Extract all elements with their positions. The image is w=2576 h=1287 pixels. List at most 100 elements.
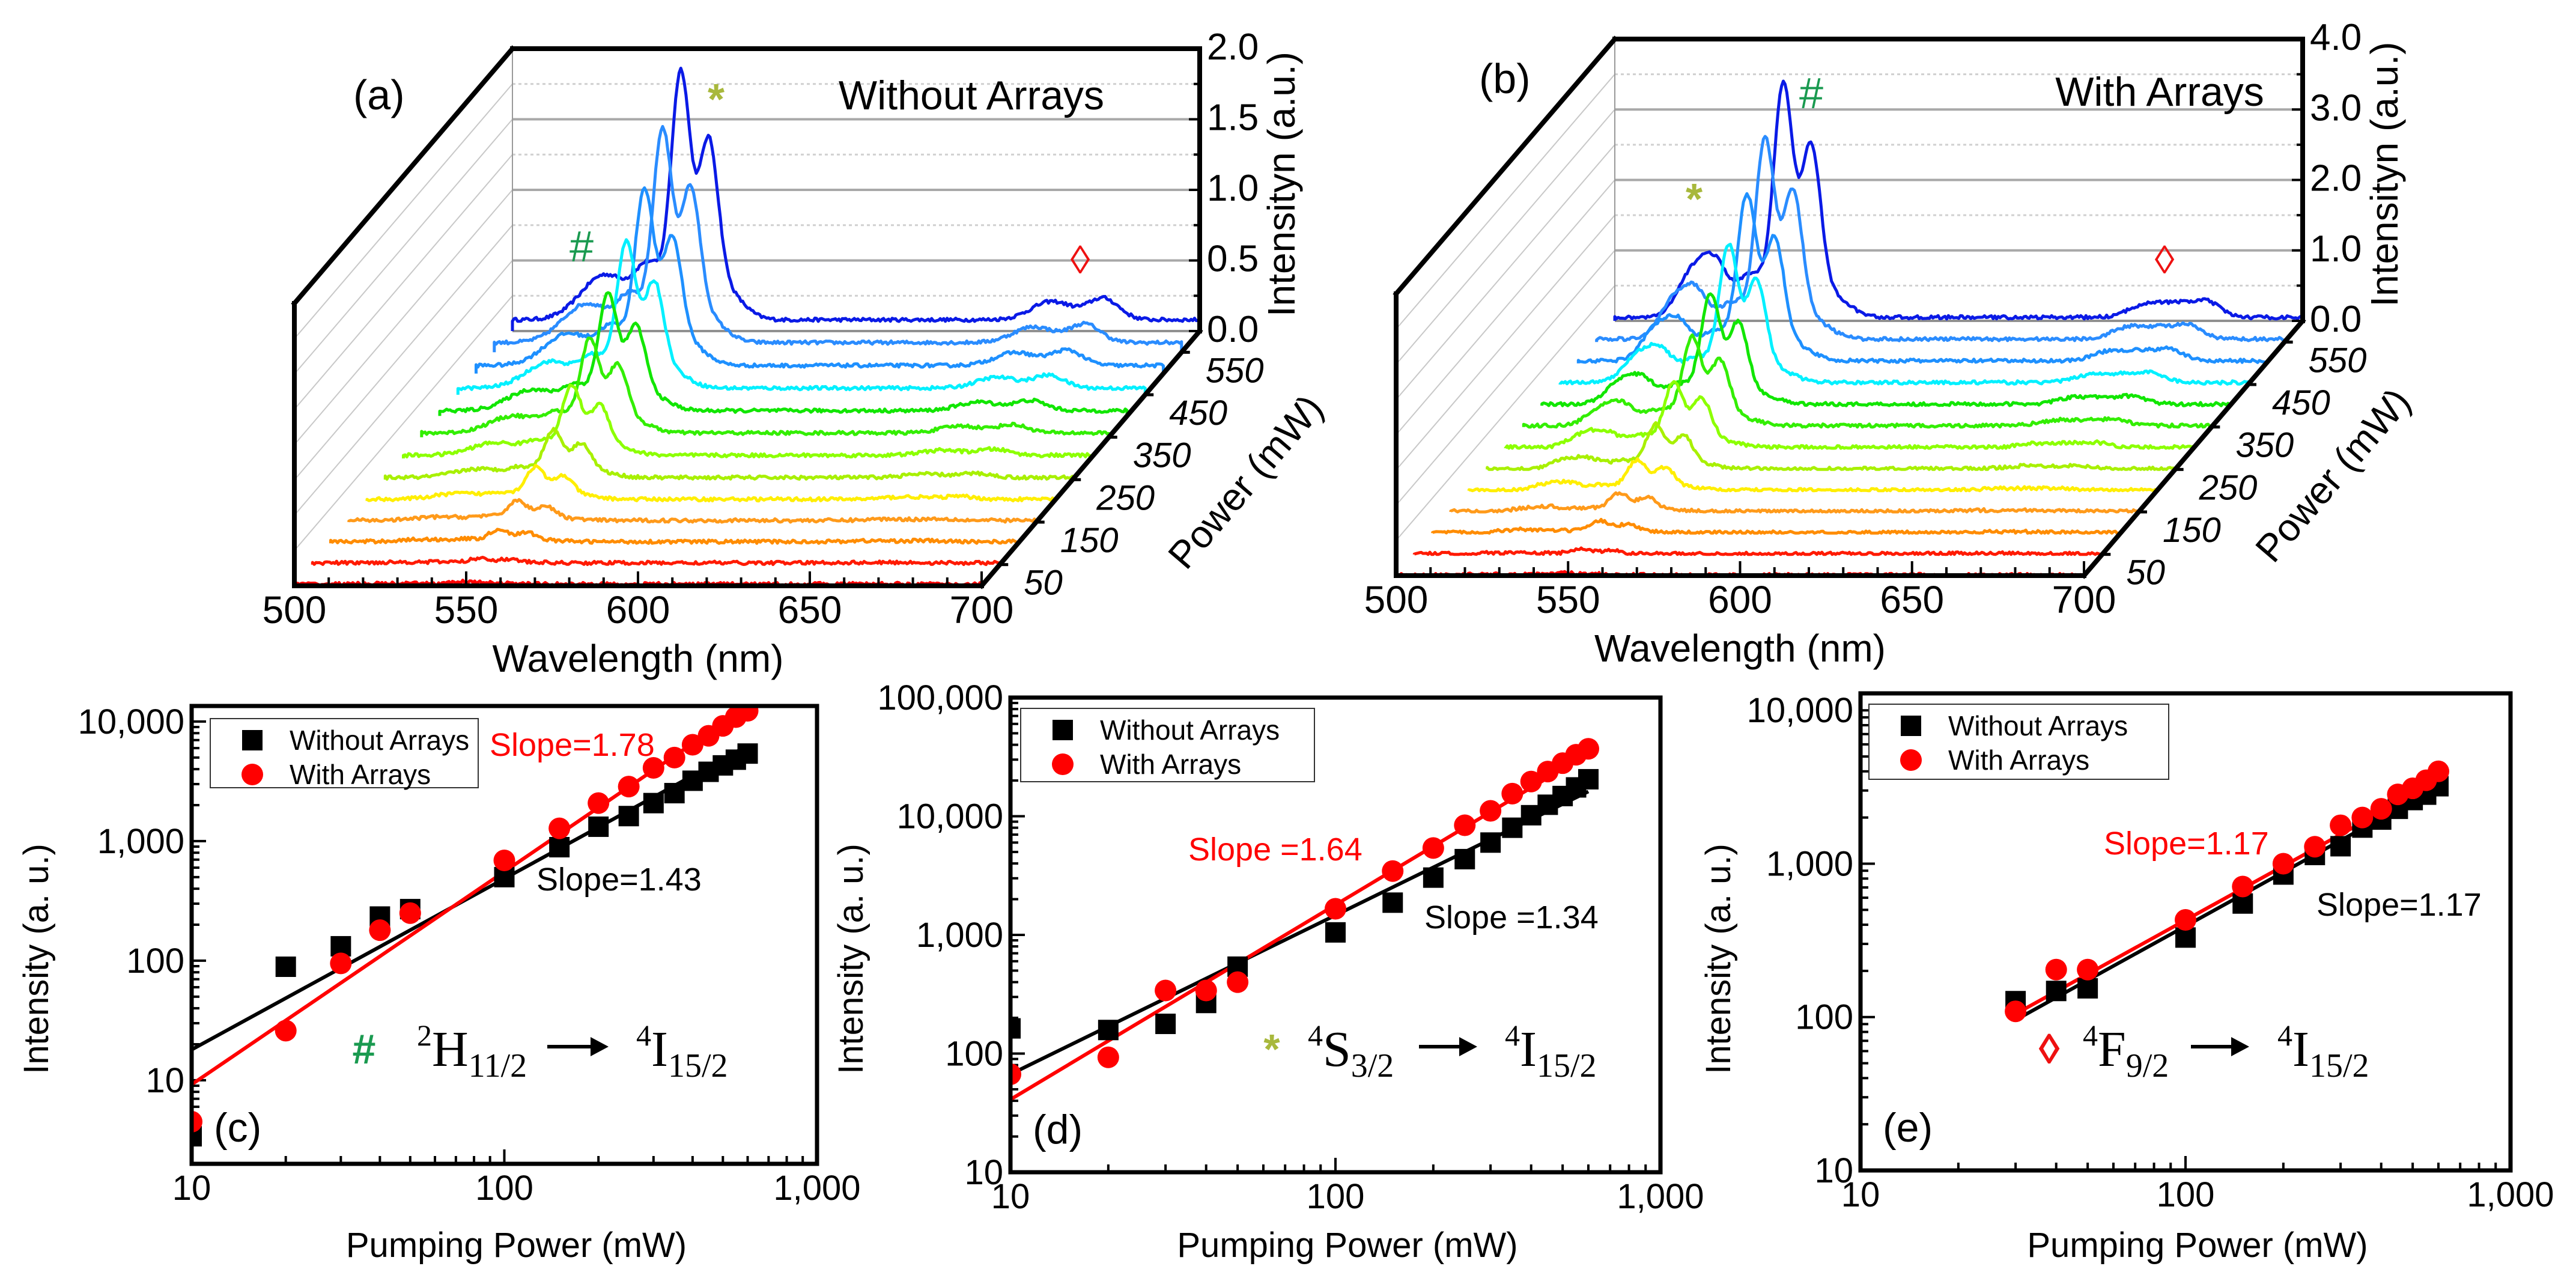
x-tick-label: 550 bbox=[1536, 578, 1600, 621]
spectrum-line bbox=[511, 67, 1201, 331]
y-tick-label: 1,000 bbox=[1766, 844, 1853, 883]
y-tick-label: 10,000 bbox=[1747, 691, 1853, 730]
x-tick-label: 550 bbox=[434, 588, 499, 631]
spectrum-line bbox=[438, 291, 1129, 416]
transition-marker: * bbox=[1263, 1026, 1280, 1072]
depth-tick-label: 50 bbox=[1024, 564, 1063, 603]
arrow-right-icon bbox=[1459, 1037, 1477, 1056]
spectrum-line bbox=[311, 556, 1001, 567]
side-wall-gridline bbox=[294, 189, 513, 445]
data-point-circle bbox=[192, 1110, 202, 1133]
term-letter: S bbox=[1323, 1021, 1351, 1077]
data-point-square bbox=[588, 816, 609, 837]
slope-label: Slope=1.17 bbox=[2316, 887, 2482, 923]
peak-marker-hash: # bbox=[570, 223, 594, 271]
legend-label: With Arrays bbox=[290, 759, 431, 790]
side-wall-gridline bbox=[294, 260, 513, 516]
waterfall-chart-a: 500 550 600 650 700 Wavelength (nm) 0.0 0.5 1.0 1… bbox=[263, 26, 1332, 680]
legend-label: Without Arrays bbox=[290, 725, 469, 756]
data-point-circle bbox=[275, 1020, 297, 1042]
data-point-square bbox=[2175, 927, 2196, 948]
term-superscript: 4 bbox=[2083, 1018, 2098, 1052]
x-tick-label: 700 bbox=[2052, 578, 2116, 621]
plot-frame bbox=[1858, 691, 2513, 1173]
side-wall-gridline bbox=[1396, 73, 1615, 330]
side-wall-gridline bbox=[1396, 179, 1615, 436]
data-point-circle bbox=[1422, 837, 1444, 859]
arrow-right-icon bbox=[2231, 1037, 2249, 1056]
x-tick-label: 650 bbox=[1880, 578, 1944, 621]
term-superscript: 4 bbox=[1505, 1018, 1520, 1052]
term-superscript: 4 bbox=[2277, 1018, 2292, 1052]
data-point-circle bbox=[1325, 898, 1346, 920]
axis-frame-line bbox=[1393, 35, 1618, 297]
plot-frame bbox=[1008, 695, 1663, 1175]
side-wall-gridline bbox=[294, 225, 513, 481]
term-symbol: 2H11/2 bbox=[417, 1018, 527, 1085]
depth-tick-label: 550 bbox=[1206, 351, 1264, 390]
side-wall-gridline bbox=[294, 295, 513, 551]
data-point-circle bbox=[2175, 909, 2196, 931]
legend-square-icon bbox=[242, 730, 263, 750]
depth-tick-label: 50 bbox=[2126, 553, 2165, 592]
data-point-square bbox=[2077, 978, 2098, 999]
data-point-circle bbox=[663, 746, 685, 768]
y-tick-label: 10 bbox=[145, 1061, 184, 1100]
spectrum-line bbox=[383, 427, 1074, 481]
spectrum-line bbox=[347, 498, 1037, 524]
z-tick-label: 2.0 bbox=[1207, 26, 1259, 68]
axis-frame-line bbox=[2080, 317, 2306, 579]
data-point-circle bbox=[2370, 798, 2392, 820]
term-letter: F bbox=[2098, 1021, 2126, 1077]
data-point-square bbox=[2330, 836, 2351, 857]
side-wall-gridline bbox=[1396, 144, 1615, 400]
term-subscript: 15/2 bbox=[2309, 1047, 2369, 1085]
side-wall-gridline bbox=[1396, 109, 1615, 365]
term-symbol: 4I15/2 bbox=[1505, 1018, 1597, 1085]
x-tick-label: 100 bbox=[475, 1169, 533, 1208]
data-point-circle bbox=[330, 952, 352, 975]
depth-tick-label: 350 bbox=[1133, 436, 1191, 475]
x-tick-label: 600 bbox=[1708, 578, 1772, 621]
legend-label: Without Arrays bbox=[1948, 710, 2128, 741]
data-point-circle bbox=[2005, 1000, 2027, 1023]
data-point-square bbox=[1155, 1014, 1176, 1035]
spectrum-line bbox=[365, 463, 1056, 503]
term-subscript: 9/2 bbox=[2126, 1047, 2169, 1085]
legend-circle-icon bbox=[1900, 749, 1922, 771]
x-tick-label: 600 bbox=[606, 588, 670, 631]
data-point-square bbox=[549, 836, 570, 857]
term-superscript: 4 bbox=[1308, 1018, 1323, 1052]
data-point-square bbox=[2046, 981, 2067, 1002]
data-point-circle bbox=[2427, 760, 2449, 782]
data-point-circle bbox=[1227, 971, 1249, 993]
data-point-circle bbox=[2351, 806, 2374, 829]
term-symbol: 4I15/2 bbox=[636, 1018, 728, 1085]
spectrum-line bbox=[402, 383, 1092, 458]
data-point-circle bbox=[2045, 958, 2067, 981]
slope-label: Slope =1.34 bbox=[1424, 899, 1599, 936]
panel-title: Without Arrays bbox=[839, 73, 1104, 118]
y-axis-title: Intensity (a. u.) bbox=[17, 844, 56, 1074]
side-wall-gridline bbox=[1396, 214, 1615, 470]
data-point-square bbox=[618, 806, 639, 827]
x-tick-label: 10 bbox=[172, 1169, 211, 1208]
spectrum-line bbox=[1431, 517, 2121, 535]
spectrum-line bbox=[1540, 292, 2232, 407]
y-tick-label: 10 bbox=[1814, 1151, 1853, 1190]
spectrum-line bbox=[1486, 421, 2177, 471]
data-point-square bbox=[275, 956, 296, 977]
data-point-circle bbox=[2272, 853, 2294, 875]
z-tick-label: 3.0 bbox=[2310, 87, 2362, 129]
data-point-circle bbox=[1010, 1063, 1021, 1085]
spectrum-line bbox=[475, 186, 1165, 374]
data-point-square bbox=[643, 793, 664, 814]
transition-label: #2H11/2 4I15/2 bbox=[353, 1018, 728, 1085]
spectrum-line bbox=[493, 125, 1183, 353]
data-point-circle bbox=[2232, 875, 2254, 898]
y-tick-label: 100,000 bbox=[877, 678, 1003, 717]
plot-area bbox=[2005, 760, 2449, 1023]
y-tick-label: 10,000 bbox=[897, 797, 1003, 836]
peak-marker-diamond: ◊ bbox=[2155, 237, 2175, 282]
